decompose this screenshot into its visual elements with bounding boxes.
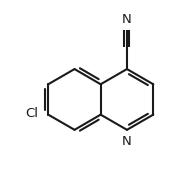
Text: Cl: Cl (25, 107, 38, 120)
Text: N: N (122, 135, 132, 148)
Text: N: N (122, 13, 132, 26)
